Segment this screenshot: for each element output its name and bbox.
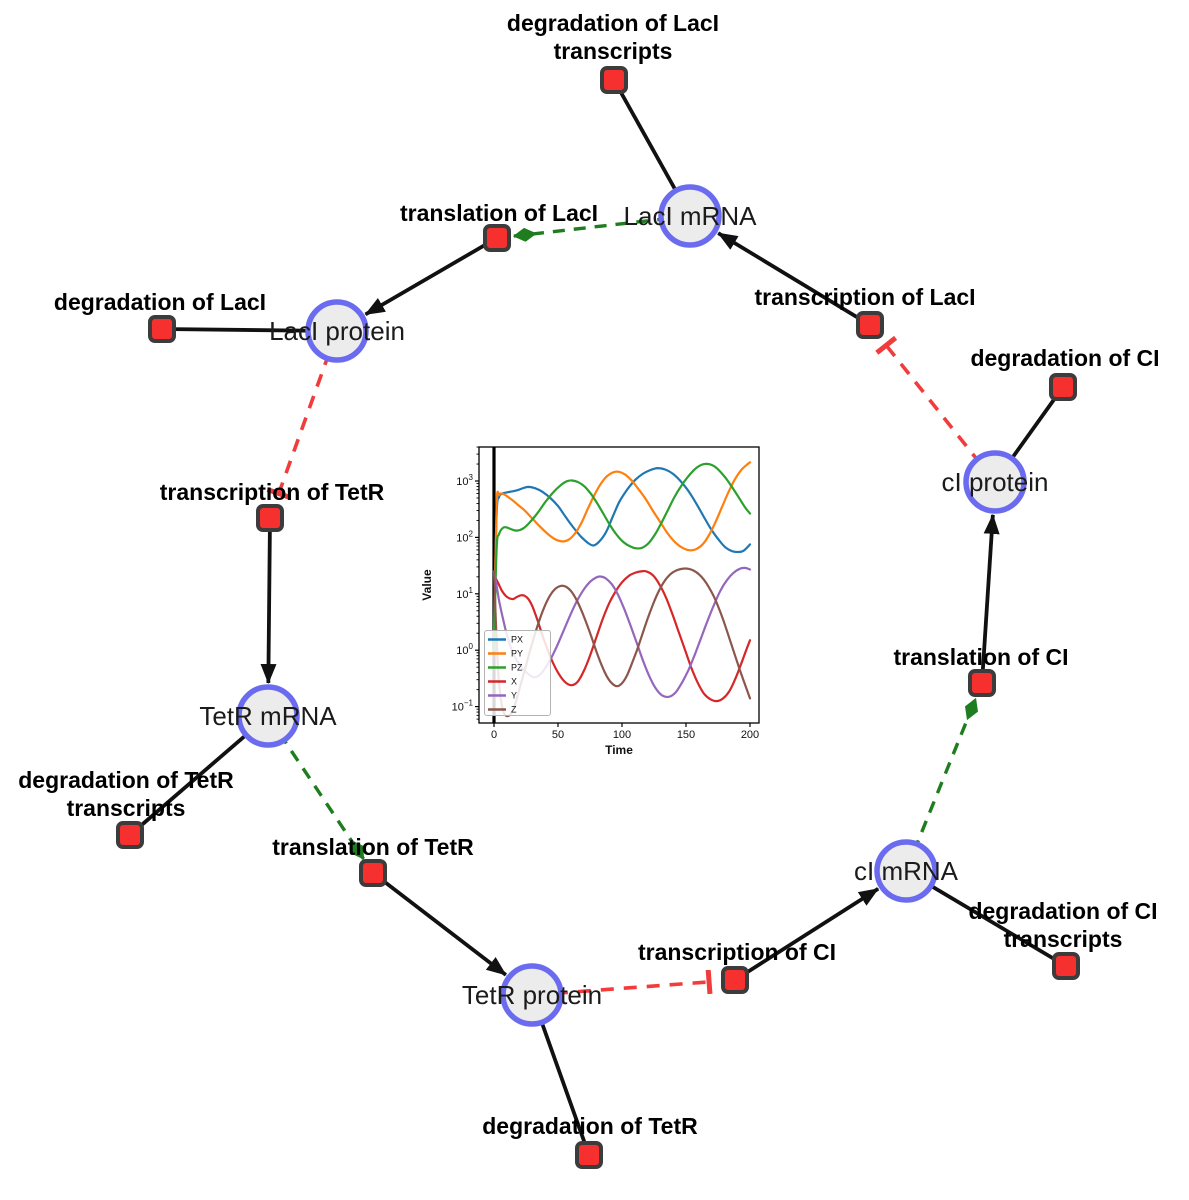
reaction-label-deg-ci: degradation of CI: [970, 345, 1159, 371]
reaction-node-translation-laci[interactable]: [483, 224, 511, 252]
legend-box: [484, 630, 551, 716]
edge-translation-laci-laci-protein[interactable]: [364, 236, 498, 317]
species-node-tetr-mrna[interactable]: [236, 684, 300, 748]
reaction-node-deg-ci-transcripts[interactable]: [1052, 952, 1080, 980]
edge-transcription-laci-laci-mrna[interactable]: [717, 231, 871, 327]
legend-label-PZ: PZ: [511, 663, 523, 673]
reaction-label-deg-tetr-transcripts-line2: transcripts: [67, 795, 186, 821]
y-tick-label: 101: [456, 586, 473, 601]
legend-label-X: X: [511, 677, 517, 687]
species-node-ci-mrna[interactable]: [874, 839, 938, 903]
chart-frame: [478, 446, 760, 724]
edge-translation-tetr-tetr-protein[interactable]: [371, 871, 507, 977]
chart-legend: PX PY PZ XYZ: [484, 630, 551, 716]
chart-series-PY: [492, 461, 752, 652]
labels-layer: degradation of LacItranscriptstranslatio…: [18, 10, 1159, 1139]
y-tick-label: 102: [456, 529, 473, 544]
nodes-layer: [116, 66, 1080, 1169]
reaction-node-transcription-tetr[interactable]: [256, 504, 284, 532]
species-label-ci-protein: cI protein: [942, 467, 1049, 497]
reaction-label-transcription-tetr: transcription of TetR: [160, 479, 385, 505]
reaction-node-deg-laci[interactable]: [148, 315, 176, 343]
species-node-tetr-protein[interactable]: [500, 963, 564, 1027]
x-tick-label: 50: [552, 729, 564, 741]
edge-transcription-tetr-tetr-mrna[interactable]: [260, 517, 277, 685]
chart-series-X: [492, 569, 752, 703]
edge-translation-ci-ci-protein[interactable]: [980, 513, 1000, 684]
species-label-tetr-protein: TetR protein: [462, 980, 602, 1010]
reaction-node-transcription-ci[interactable]: [721, 966, 749, 994]
species-node-laci-protein[interactable]: [305, 299, 369, 363]
x-tick-label: 0: [491, 729, 497, 741]
reaction-label-deg-laci-transcripts-line2: transcripts: [554, 38, 673, 64]
reaction-node-deg-tetr[interactable]: [575, 1141, 603, 1169]
time-series-chart: 0 50 100 150 20010−1100101102103TimeValuePXP…: [420, 446, 760, 757]
reaction-node-translation-tetr[interactable]: [359, 859, 387, 887]
y-tick-label: 10−1: [452, 699, 474, 714]
y-tick-label: 100: [456, 642, 473, 657]
reaction-node-deg-laci-transcripts[interactable]: [600, 66, 628, 94]
reaction-node-transcription-laci[interactable]: [856, 311, 884, 339]
y-tick-label: 103: [456, 473, 473, 488]
species-label-laci-mrna: LacI mRNA: [624, 201, 758, 231]
reaction-label-deg-ci-transcripts-line2: transcripts: [1004, 926, 1123, 952]
reaction-label-transcription-ci: transcription of CI: [638, 939, 836, 965]
reaction-label-translation-ci: translation of CI: [893, 644, 1068, 670]
reaction-label-deg-laci: degradation of LacI: [54, 289, 266, 315]
reaction-label-deg-tetr-transcripts: degradation of TetR: [18, 767, 234, 793]
reaction-node-deg-tetr-transcripts[interactable]: [116, 821, 144, 849]
chart-ylabel: Value: [420, 569, 434, 601]
reaction-label-translation-tetr: translation of TetR: [272, 834, 474, 860]
reaction-label-deg-tetr: degradation of TetR: [482, 1113, 698, 1139]
x-tick-label: 200: [741, 729, 759, 741]
reaction-label-deg-laci-transcripts: degradation of LacI: [507, 10, 719, 36]
legend-label-Z: Z: [511, 705, 517, 715]
legend-label-PY: PY: [511, 649, 523, 659]
species-node-ci-protein[interactable]: [963, 450, 1027, 514]
chart-xlabel: Time: [605, 743, 633, 757]
reaction-node-deg-ci[interactable]: [1049, 373, 1077, 401]
reaction-node-translation-ci[interactable]: [968, 669, 996, 697]
chart-series-PZ: [492, 462, 752, 652]
species-label-laci-protein: LacI protein: [269, 316, 405, 346]
reaction-label-translation-laci: translation of LacI: [400, 200, 598, 226]
legend-label-Y: Y: [511, 691, 517, 701]
species-label-tetr-mrna: TetR mRNA: [199, 701, 337, 731]
species-label-ci-mrna: cI mRNA: [854, 856, 959, 886]
legend-label-PX: PX: [511, 635, 523, 645]
edge-transcription-ci-ci-mrna[interactable]: [733, 887, 880, 982]
chart-series-PX: [492, 466, 752, 635]
x-tick-label: 100: [613, 729, 631, 741]
reaction-label-transcription-laci: transcription of LacI: [754, 284, 975, 310]
x-tick-label: 150: [677, 729, 695, 741]
reaction-label-deg-ci-transcripts: degradation of CI: [968, 898, 1157, 924]
species-node-laci-mrna[interactable]: [658, 184, 722, 248]
